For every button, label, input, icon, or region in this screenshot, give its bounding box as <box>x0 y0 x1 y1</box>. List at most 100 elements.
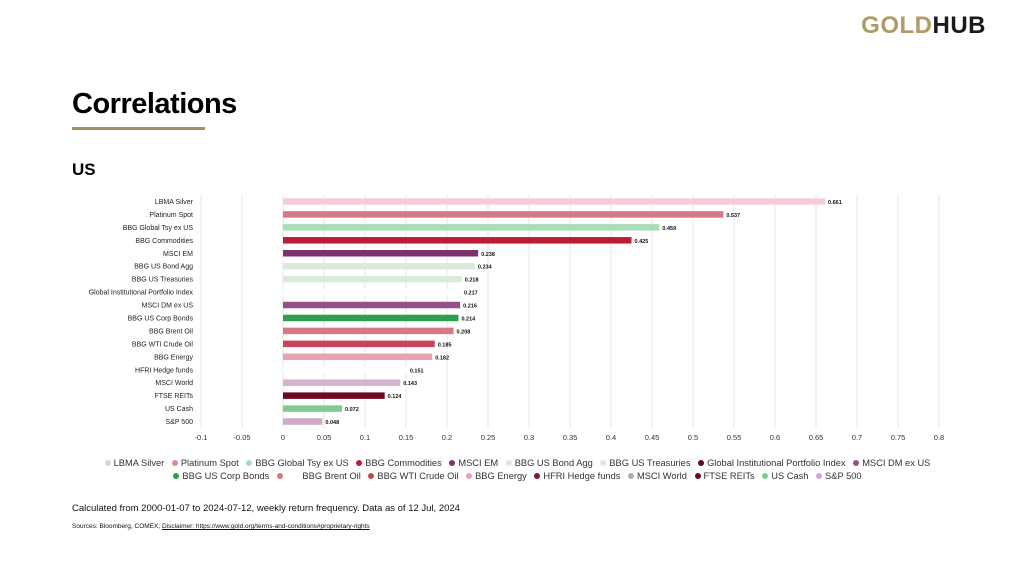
bar <box>283 392 385 399</box>
legend-item[interactable] <box>276 471 286 481</box>
bar <box>283 237 632 244</box>
bar <box>283 327 454 335</box>
x-tick-label: 0.05 <box>317 433 332 442</box>
legend-item[interactable]: BBG US Treasuries <box>600 458 690 468</box>
legend-item[interactable]: BBG Energy <box>466 471 527 481</box>
footnote: Calculated from 2000-01-07 to 2024-07-12… <box>72 503 460 514</box>
data-label: 0.185 <box>438 342 452 348</box>
bar <box>283 211 724 218</box>
bar <box>283 288 461 296</box>
bar <box>283 198 826 205</box>
legend-item[interactable]: HFRI Hedge funds <box>534 471 620 481</box>
legend-item[interactable]: MSCI DM ex US <box>853 458 930 468</box>
legend-item[interactable]: MSCI World <box>627 471 687 481</box>
x-tick-label: 0.15 <box>399 433 414 442</box>
x-tick-label: 0.7 <box>852 433 862 442</box>
disclaimer-link[interactable]: Disclaimer: https://www.gold.org/terms-a… <box>161 523 370 530</box>
category-label: HFRI Hedge funds <box>135 367 193 374</box>
legend-item[interactable]: MSCI EM <box>449 458 498 468</box>
legend-swatch <box>853 460 860 466</box>
legend-label: BBG Commodities <box>365 458 442 468</box>
legend-swatch <box>466 473 473 479</box>
category-label: US Cash <box>165 406 193 413</box>
legend-swatch <box>171 460 178 466</box>
category-label: BBG US Treasuries <box>132 277 194 284</box>
data-label: 0.217 <box>464 291 478 297</box>
legend-label: BBG Brent Oil <box>302 471 361 481</box>
legend-label: US Cash <box>771 471 809 481</box>
data-label: 0.208 <box>457 329 471 335</box>
legend-item[interactable]: US Cash <box>762 471 808 481</box>
x-tick-label: 0.2 <box>442 433 452 442</box>
chart-legend: LBMA Silver Platinum Spot BBG Global Tsy… <box>90 457 950 483</box>
category-label: BBG WTI Crude Oil <box>132 341 194 348</box>
x-tick-label: 0.75 <box>891 433 906 442</box>
legend-label: MSCI World <box>636 471 687 481</box>
x-tick-label: -0.1 <box>195 433 208 442</box>
data-label: 0.234 <box>478 265 493 271</box>
x-tick-label: 0.35 <box>563 433 578 442</box>
legend-label: BBG US Treasuries <box>609 458 691 468</box>
data-label: 0.151 <box>410 368 424 374</box>
legend-label: LBMA Silver <box>113 458 165 468</box>
category-label: MSCI EM <box>163 251 193 258</box>
category-label: BBG Energy <box>154 354 193 361</box>
category-label: BBG US Bond Agg <box>134 264 193 271</box>
data-label: 0.425 <box>635 239 649 245</box>
bar <box>283 340 435 348</box>
legend-item[interactable]: BBG Global Tsy ex US <box>246 458 349 468</box>
legend-item[interactable]: BBG Brent Oil <box>293 471 361 481</box>
legend-item[interactable]: BBG WTI Crude Oil <box>368 471 459 481</box>
legend-item[interactable]: BBG US Corp Bonds <box>173 471 269 481</box>
category-label: MSCI World <box>155 380 193 387</box>
logo-hub: HUB <box>932 12 986 39</box>
category-label: MSCI DM ex US <box>142 303 194 310</box>
legend-swatch <box>449 460 456 466</box>
legend-swatch <box>246 460 253 466</box>
sources-line: Sources: Bloomberg, COMEX; Disclaimer: h… <box>72 523 370 530</box>
bar <box>283 275 462 283</box>
data-label: 0.216 <box>463 304 477 310</box>
legend-item[interactable]: BBG Commodities <box>356 458 442 468</box>
data-label: 0.459 <box>662 226 676 232</box>
legend-swatch <box>762 473 769 479</box>
x-tick-label: 0.5 <box>688 433 698 442</box>
category-label: BBG US Corp Bonds <box>128 315 194 322</box>
legend-swatch <box>356 460 363 466</box>
bar <box>283 224 660 231</box>
category-label: Platinum Spot <box>149 212 193 219</box>
legend-label: FTSE REITs <box>703 471 755 481</box>
legend-item[interactable]: Global Institutional Portfolio Index <box>698 458 846 468</box>
legend-item[interactable]: Platinum Spot <box>171 458 239 468</box>
legend-swatch <box>694 473 701 479</box>
legend-item[interactable]: LBMA Silver <box>104 458 165 468</box>
bar <box>283 250 479 257</box>
x-tick-label: 0.6 <box>770 433 780 442</box>
legend-label: MSCI DM ex US <box>862 458 931 468</box>
data-label: 0.182 <box>435 355 449 361</box>
data-label: 0.124 <box>388 394 403 400</box>
legend-label: HFRI Hedge funds <box>543 471 621 481</box>
page-title: Correlations <box>72 88 237 120</box>
sources-text: Sources: Bloomberg, COMEX; <box>72 523 162 530</box>
legend-label: BBG WTI Crude Oil <box>377 471 459 481</box>
legend-swatch <box>293 473 300 479</box>
legend-label: Global Institutional Portfolio Index <box>707 458 846 468</box>
data-label: 0.048 <box>325 420 339 426</box>
title-underline <box>72 127 205 130</box>
legend-item[interactable]: FTSE REITs <box>694 471 755 481</box>
legend-label: BBG Energy <box>475 471 527 481</box>
legend-label: BBG US Bond Agg <box>514 458 593 468</box>
x-tick-label: 0.8 <box>934 433 944 442</box>
x-tick-label: 0.25 <box>481 433 496 442</box>
legend-label: BBG US Corp Bonds <box>182 471 270 481</box>
legend-swatch <box>698 460 705 466</box>
legend-label: S&P 500 <box>825 471 862 481</box>
bar <box>283 379 401 386</box>
goldhub-logo[interactable]: GOLDHUB <box>861 12 986 40</box>
legend-swatch <box>368 473 375 479</box>
legend-item[interactable]: BBG US Bond Agg <box>505 458 593 468</box>
x-tick-label: -0.05 <box>233 433 250 442</box>
legend-item[interactable]: S&P 500 <box>816 471 862 481</box>
